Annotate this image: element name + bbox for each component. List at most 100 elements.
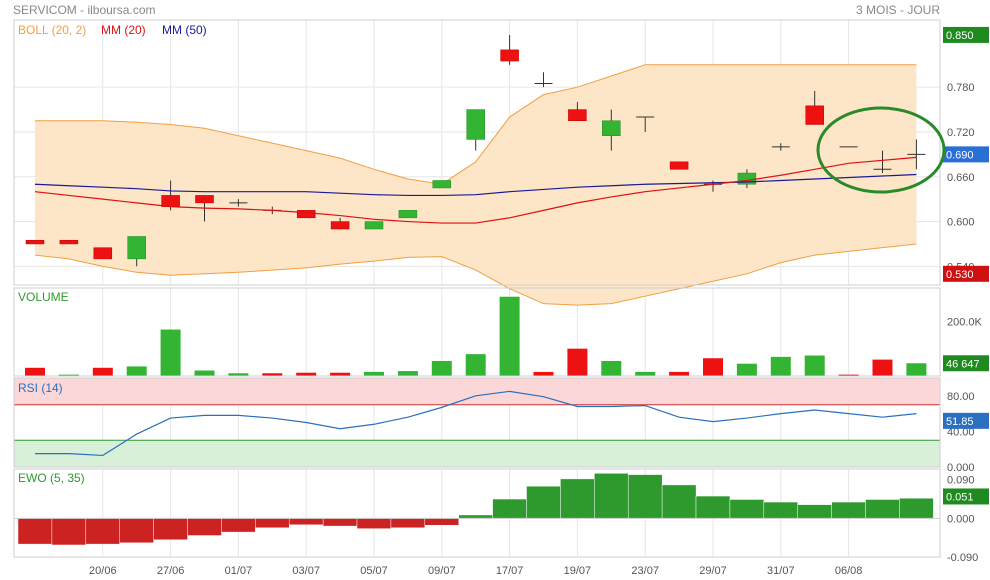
volume-bar [262,373,283,376]
volume-bar [126,366,147,376]
volume-bar [770,356,791,376]
volume-bar [838,374,859,376]
price-legend: BOLL (20, 2) MM (20) MM (50) [18,23,207,37]
ewo-bar [187,518,222,536]
volume-bar [906,363,927,376]
rsi-last-badge: 51.85 [946,416,974,428]
ewo-bar [221,518,256,533]
ewo-bar [729,499,765,519]
volume-bar [25,367,45,376]
candle-body [568,109,587,122]
date-tick-label: 03/07 [292,565,320,577]
candle-body [330,221,350,230]
candle-body [500,49,519,62]
moving-averages [34,156,917,224]
volume-bar [160,329,181,376]
date-tick-label: 09/07 [428,565,456,577]
rsi-title: RSI (14) [18,381,63,395]
ewo-bar [356,518,392,529]
volume-bar [669,371,690,376]
volume-bar [194,370,215,376]
bollinger-band [34,64,917,306]
rsi-tick-label: 80.00 [947,391,975,403]
price-tick-label: 0.600 [947,217,975,229]
date-tick-label: 31/07 [767,565,795,577]
candle-body [195,195,214,204]
boll-lower-line [34,243,917,306]
ewo-bar [763,501,799,519]
candle-body [161,195,180,207]
volume-title: VOLUME [18,290,69,304]
candle-body [127,236,146,260]
ewo-bar [627,474,663,519]
ewo-bar [85,518,121,545]
rsi-tick-label: 40.00 [947,426,975,438]
axis-labels: 0.5400.6000.6600.7200.78020/0627/0601/07… [89,82,982,577]
ewo-bar [424,518,460,526]
volume-bar [330,372,351,376]
ewo-bar [560,478,595,519]
ewo-title: EWO (5, 35) [18,471,85,485]
rsi-last-badge-bg [943,412,989,429]
ewo-last-badge-bg [943,488,989,505]
date-tick-label: 01/07 [225,565,253,577]
volume-bar [635,371,656,376]
chart-period: 3 MOIS - JOUR [856,3,940,17]
boll-upper-line [35,64,917,185]
rsi-oversold-zone [14,440,940,467]
panel-frames: 0.850 0.690 0.530 46 647 51.85 0.051 [13,19,989,558]
price-last-badge-bg [943,146,989,163]
ewo-bar [797,504,832,519]
ewo-bar [119,518,154,544]
volume-bar [228,373,249,376]
ewo-bar [695,495,731,519]
volume-bar [364,371,384,376]
volume-bar [431,360,452,376]
candle-body [364,221,384,230]
price-tick-label: 0.660 [947,172,975,184]
volume-bar [296,372,317,376]
candle-body [25,239,45,245]
ewo-bar [322,518,358,527]
panel-border [13,19,941,286]
ewo-bar [153,518,188,541]
candle-body [805,105,824,125]
volume-bars [25,296,927,376]
legend-mm50: MM (50) [162,23,207,37]
rsi-panel [14,378,940,467]
candle-body [93,247,113,260]
boll-fill [35,64,917,306]
ewo-bar [390,518,426,529]
price-high-badge: 0.850 [946,30,974,42]
ewo-bar [255,518,290,529]
volume-tick-label: 200.0K [947,316,983,328]
ewo-bar [865,499,900,519]
candles [25,34,926,267]
price-last-badge: 0.690 [946,149,974,161]
volume-bar [872,359,893,376]
price-tick-label: 0.720 [947,127,975,139]
price-low-badge: 0.530 [946,269,974,281]
date-tick-label: 06/08 [835,565,863,577]
date-tick-label: 29/07 [699,565,727,577]
candle-body [432,180,452,189]
rsi-line [35,390,917,457]
ewo-bar [594,473,629,519]
candle-body [296,210,316,219]
volume-bar [58,374,79,376]
legend-boll: BOLL (20, 2) [18,23,86,37]
ewo-bar [526,485,561,519]
price-tick-label: 0.780 [947,82,975,94]
ewo-bar [492,498,527,519]
ewo-tick-label: -0.090 [947,552,978,564]
ewo-bar [288,518,324,526]
ewo-bar [831,501,866,519]
ewo-last-badge: 0.051 [946,491,974,503]
panel-border [13,287,941,377]
volume-bar [465,354,486,376]
legend-mm20: MM (20) [101,23,146,37]
rsi-overbought-zone [14,378,940,405]
date-tick-label: 05/07 [360,565,388,577]
mm50-line [34,173,917,197]
